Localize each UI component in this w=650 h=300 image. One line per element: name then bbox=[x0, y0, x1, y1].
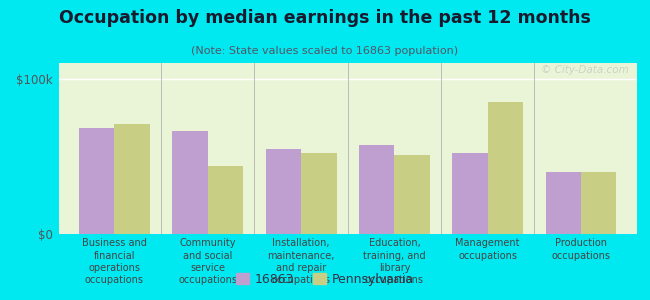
Bar bbox=[395, 155, 430, 234]
Legend: 16863, Pennsylvania: 16863, Pennsylvania bbox=[231, 268, 419, 291]
Bar bbox=[581, 172, 616, 234]
Bar bbox=[114, 124, 150, 234]
Bar bbox=[266, 148, 301, 234]
Bar bbox=[172, 131, 208, 234]
Bar bbox=[452, 153, 488, 234]
Bar bbox=[545, 172, 581, 234]
Bar bbox=[208, 166, 243, 234]
Text: (Note: State values scaled to 16863 population): (Note: State values scaled to 16863 popu… bbox=[192, 46, 458, 56]
Bar bbox=[79, 128, 114, 234]
Text: Occupation by median earnings in the past 12 months: Occupation by median earnings in the pas… bbox=[59, 9, 591, 27]
Text: © City-Data.com: © City-Data.com bbox=[541, 65, 629, 75]
Bar bbox=[359, 146, 395, 234]
Bar bbox=[488, 102, 523, 234]
Bar bbox=[301, 153, 337, 234]
